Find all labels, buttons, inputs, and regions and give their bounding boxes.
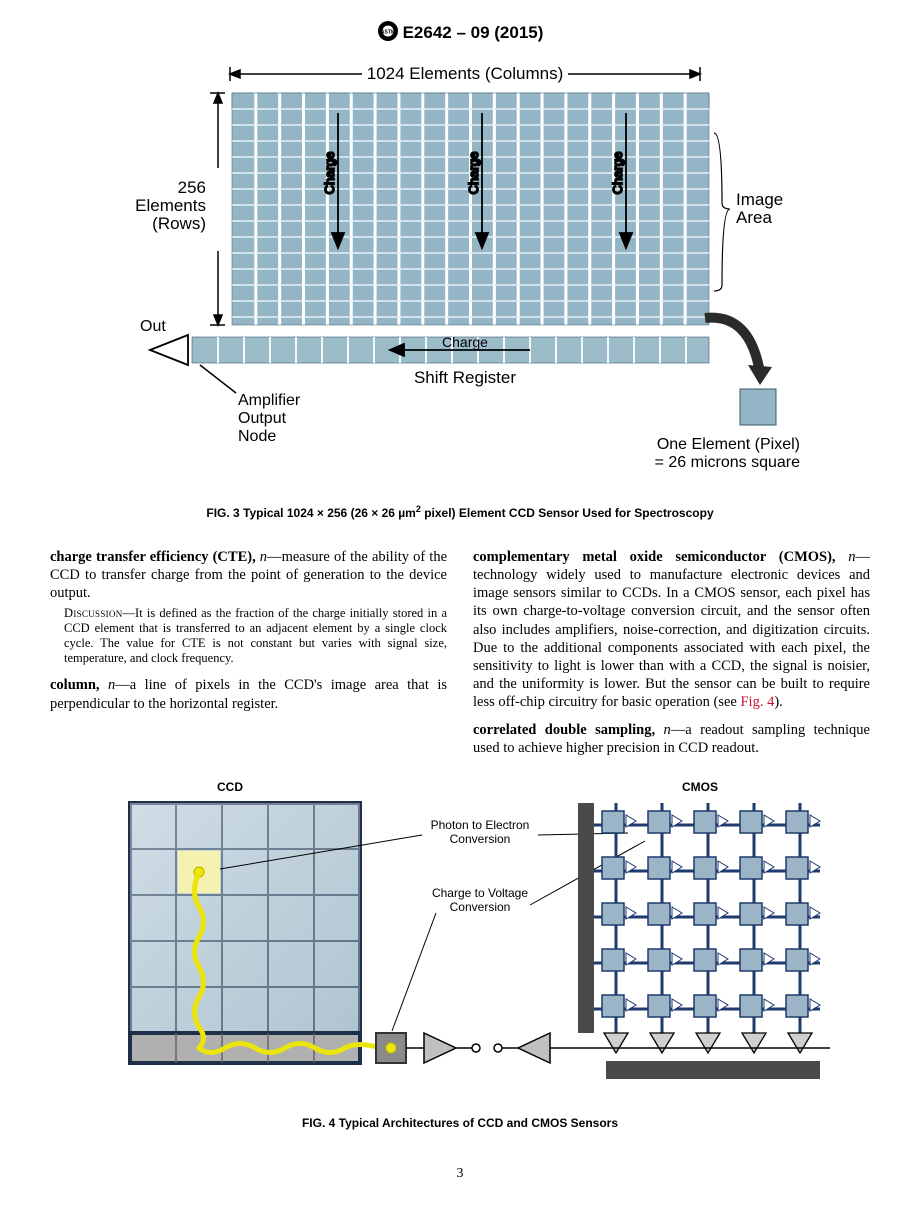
svg-text:ASTM: ASTM bbox=[380, 30, 394, 36]
def-cds: correlated double sampling, n—a readout … bbox=[473, 721, 870, 757]
fig4-ccd-title: CCD bbox=[217, 780, 243, 794]
doc-id: E2642 – 09 (2015) bbox=[403, 23, 544, 42]
doc-header: ASTM E2642 – 09 (2015) bbox=[50, 20, 870, 47]
svg-text:Charge: Charge bbox=[610, 152, 625, 195]
fig3-right-label-1: Image bbox=[736, 190, 783, 209]
fig3-elem-label-1: One Element (Pixel) bbox=[657, 436, 800, 453]
fig4-diagram: CCD CMOS bbox=[50, 777, 870, 1112]
fig3-right-label-2: Area bbox=[736, 208, 772, 227]
fig3-amp-label-1: Amplifier bbox=[238, 392, 301, 409]
def-cmos: complementary metal oxide semiconductor … bbox=[473, 548, 870, 711]
svg-text:Charge: Charge bbox=[442, 334, 488, 350]
fig3-left-label-3: (Rows) bbox=[152, 214, 206, 233]
definitions-block: charge transfer efficiency (CTE), n—meas… bbox=[50, 548, 870, 757]
fig3-left-label-1: 256 bbox=[178, 178, 206, 197]
fig3-shift-register-label: Shift Register bbox=[414, 368, 516, 387]
fig4-link[interactable]: Fig. 4 bbox=[740, 694, 774, 710]
fig3-caption: FIG. 3 Typical 1024 × 256 (26 × 26 µm2 p… bbox=[50, 504, 870, 520]
page-number: 3 bbox=[50, 1166, 870, 1182]
svg-text:Charge: Charge bbox=[466, 152, 481, 195]
fig4-label2b: Conversion bbox=[450, 900, 511, 914]
fig4-caption: FIG. 4 Typical Architectures of CCD and … bbox=[50, 1116, 870, 1130]
fig3-elem-label-2: = 26 microns square bbox=[655, 454, 801, 471]
def-cte-discussion: Discussion—It is defined as the fraction… bbox=[64, 606, 447, 666]
fig4-label1b: Conversion bbox=[450, 832, 511, 846]
fig4-label2a: Charge to Voltage bbox=[432, 886, 528, 900]
svg-text:Charge: Charge bbox=[322, 152, 337, 195]
fig3-out-label: Out bbox=[140, 318, 166, 335]
fig4-label1a: Photon to Electron bbox=[431, 818, 530, 832]
def-cte: charge transfer efficiency (CTE), n—meas… bbox=[50, 548, 447, 666]
astm-logo-icon: ASTM bbox=[377, 20, 399, 47]
fig4-cmos-title: CMOS bbox=[682, 780, 718, 794]
fig3-amp-label-3: Node bbox=[238, 428, 276, 445]
def-column: column, n—a line of pixels in the CCD's … bbox=[50, 676, 447, 712]
fig3-diagram: 1024 Elements (Columns) 256 Elements (Ro… bbox=[50, 53, 870, 498]
fig3-amp-label-2: Output bbox=[238, 410, 287, 427]
fig3-top-label: 1024 Elements (Columns) bbox=[367, 64, 564, 83]
fig3-left-label-2: Elements bbox=[135, 196, 206, 215]
